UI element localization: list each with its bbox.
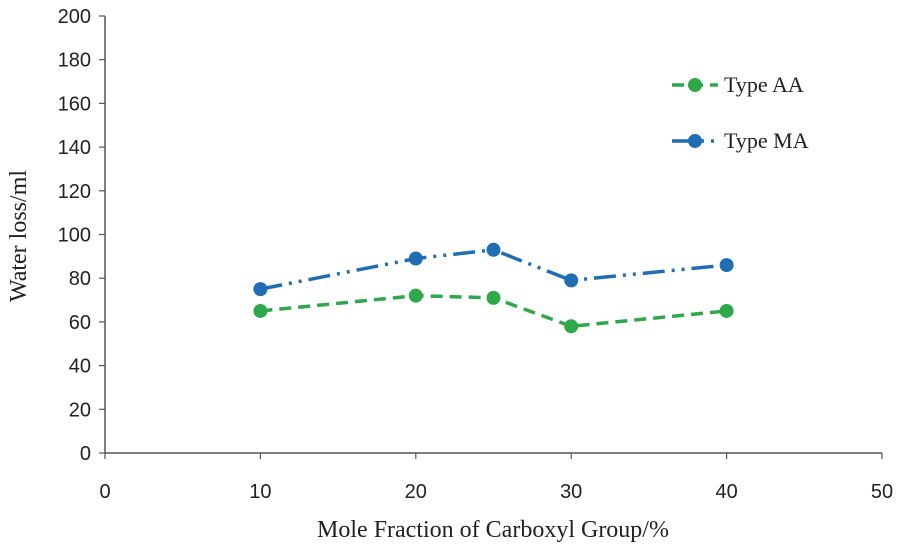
axes: [99, 15, 883, 459]
data-point-type-aa: [408, 288, 423, 303]
legend-label-type-aa: Type AA: [724, 72, 804, 97]
y-tick-label: 200: [58, 6, 91, 28]
y-tick-label: 120: [58, 181, 91, 203]
y-tick-label: 100: [58, 225, 91, 247]
series-type-ma: [253, 242, 734, 297]
data-point-type-ma: [564, 273, 579, 288]
legend: Type AA Type MA: [672, 72, 809, 153]
data-point-type-ma: [486, 242, 501, 257]
legend-label-type-ma: Type MA: [724, 128, 809, 153]
legend-entry-type-ma: Type MA: [672, 128, 809, 153]
data-point-type-aa: [719, 303, 734, 318]
y-tick-label: 160: [58, 93, 91, 115]
y-axis-title: Water loss/ml: [6, 170, 32, 302]
legend-marker-type-aa: [688, 78, 702, 92]
y-tick-label: 60: [69, 312, 91, 334]
x-tick-label: 10: [249, 481, 271, 503]
x-axis-title: Mole Fraction of Carboxyl Group/%: [317, 517, 669, 543]
data-point-type-ma: [408, 251, 423, 266]
data-point-type-aa: [253, 303, 268, 318]
x-tick-label: 40: [715, 481, 737, 503]
y-tick-label: 20: [69, 399, 91, 421]
y-tick-label: 80: [69, 268, 91, 290]
x-tick-label: 50: [871, 481, 893, 503]
x-tick-label: 30: [560, 481, 582, 503]
y-tick-label: 180: [58, 50, 91, 72]
y-tick-label: 40: [69, 356, 91, 378]
x-tick-label: 20: [405, 481, 427, 503]
data-series: [253, 242, 734, 334]
y-tick-label: 0: [80, 443, 91, 465]
data-point-type-aa: [486, 290, 501, 305]
legend-entry-type-aa: Type AA: [672, 72, 804, 97]
series-type-aa: [253, 288, 734, 334]
data-point-type-ma: [253, 282, 268, 297]
legend-marker-type-ma: [688, 134, 702, 148]
data-point-type-aa: [564, 319, 579, 334]
tick-labels: 0 20 40 60 80 100 120 140 160 180 200 0 10 20 30 40 50: [58, 6, 894, 503]
y-tick-label: 140: [58, 137, 91, 159]
x-tick-label: 0: [99, 481, 110, 503]
data-point-type-ma: [719, 258, 734, 273]
